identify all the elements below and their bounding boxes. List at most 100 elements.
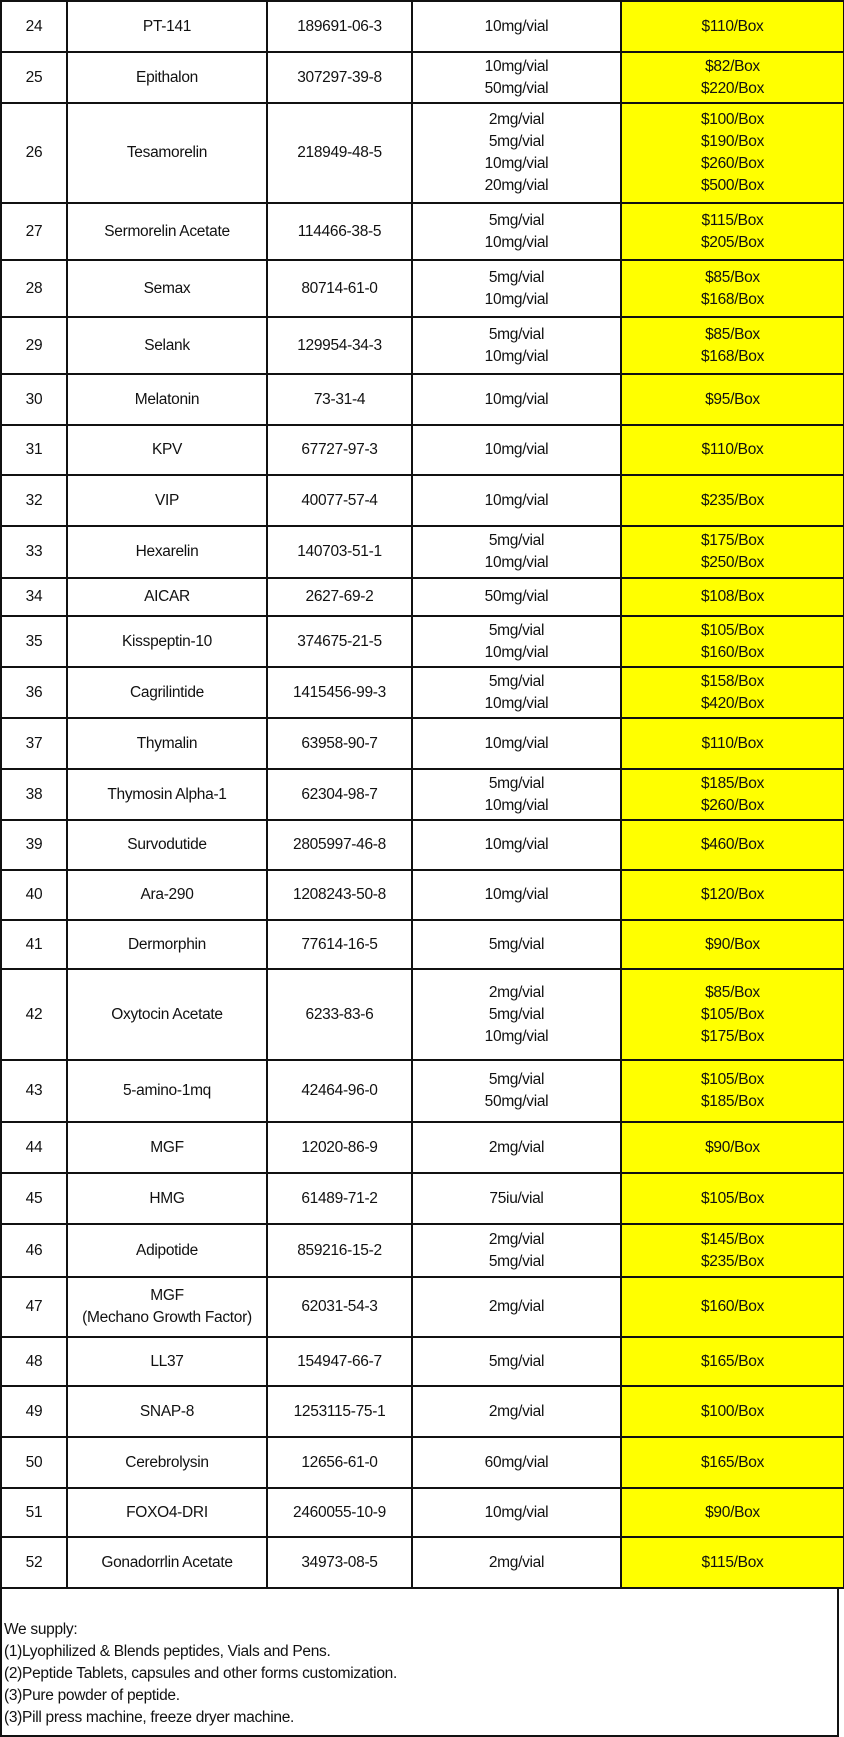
price: $175/Box	[700, 532, 765, 549]
row-number-cell: 48	[0, 1336, 68, 1387]
product-name: Ara-290	[140, 886, 194, 903]
table-row: 36 Cagrilintide 1415456-99-3 5mg/vial 10mg/v…	[0, 666, 844, 719]
product-name-cell: FOXO4-DRI	[66, 1487, 268, 1538]
specification-cell: 5mg/vial 10mg/vial	[411, 615, 622, 668]
product-name: FOXO4-DRI	[126, 1503, 208, 1521]
product-name: Survodutide	[127, 836, 207, 853]
price: $205/Box	[700, 233, 765, 251]
specification: 50mg/vial	[484, 588, 549, 605]
table-row: 26 Tesamorelin 218949-48-5 2mg/vial 5mg/vial…	[0, 102, 844, 204]
specification: 5mg/vial	[488, 1005, 545, 1023]
price: $100/Box	[700, 1402, 765, 1420]
row-number-cell: 33	[0, 525, 68, 579]
product-name: Tesamorelin	[126, 144, 208, 161]
row-number-cell: 29	[0, 316, 68, 375]
specification: 10mg/vial	[484, 491, 549, 509]
product-name-cell: Epithalon	[66, 51, 268, 104]
specification-cell: 10mg/vial	[411, 819, 622, 871]
product-name-cell: Dermorphin	[66, 919, 268, 970]
specification-cell: 5mg/vial 10mg/vial	[411, 666, 622, 719]
specification-cell: 10mg/vial	[411, 717, 622, 770]
product-name: MGF	[150, 1138, 184, 1156]
product-name: SNAP-8	[139, 1402, 195, 1420]
cas-number-cell: 1253115-75-1	[266, 1385, 413, 1438]
price: $168/Box	[700, 290, 765, 308]
price: $260/Box	[700, 796, 765, 814]
product-name: VIP	[154, 491, 180, 509]
specification-cell: 2mg/vial 5mg/vial 10mg/vial 20mg/vial	[411, 102, 622, 204]
cas-number-cell: 129954-34-3	[266, 316, 413, 375]
price: $85/Box	[705, 268, 760, 286]
row-number-cell: 37	[0, 717, 68, 770]
price: $165/Box	[700, 1453, 765, 1471]
row-number-cell: 34	[0, 577, 68, 617]
price-cell: $165/Box	[620, 1336, 844, 1387]
table-row: 46 Adipotide 859216-15-2 2mg/vial 5mg/vial $1…	[0, 1223, 844, 1278]
cas-number-cell: 1208243-50-8	[266, 869, 413, 921]
product-name-cell: Gonadorrlin Acetate	[66, 1536, 268, 1589]
price-cell: $460/Box	[620, 819, 844, 871]
cas-number-cell: 114466-38-5	[266, 202, 413, 261]
notes-heading: We supply:	[4, 1621, 78, 1638]
cas-number-cell: 374675-21-5	[266, 615, 413, 668]
specification: 2mg/vial	[488, 111, 545, 128]
cas-number-cell: 42464-96-0	[266, 1059, 413, 1123]
price-cell: $108/Box	[620, 577, 844, 617]
cas-number-cell: 2460055-10-9	[266, 1487, 413, 1538]
product-name-cell: Selank	[66, 316, 268, 375]
cas-number-cell: 63958-90-7	[266, 717, 413, 770]
price: $158/Box	[700, 672, 765, 690]
product-name: Oxytocin Acetate	[111, 1005, 223, 1023]
cas-number-cell: 218949-48-5	[266, 102, 413, 204]
specification: 5mg/vial	[488, 211, 545, 229]
row-number-cell: 35	[0, 615, 68, 668]
supply-notes: We supply: (1)Lyophilized & Blends pepti…	[0, 1589, 839, 1737]
price-cell: $90/Box	[620, 1121, 844, 1174]
specification: 10mg/vial	[484, 643, 549, 661]
product-name-cell: Semax	[66, 259, 268, 318]
specification: 5mg/vial	[488, 1071, 545, 1088]
specification: 10mg/vial	[484, 347, 549, 365]
product-name: Cerebrolysin	[125, 1453, 209, 1471]
specification: 5mg/vial	[488, 532, 545, 549]
price-cell: $160/Box	[620, 1276, 844, 1338]
product-name: Dermorphin	[128, 935, 206, 953]
product-name-cell: Kisspeptin-10	[66, 615, 268, 668]
specification: 20mg/vial	[484, 177, 549, 194]
price: $160/Box	[700, 643, 765, 661]
specification-cell: 5mg/vial 10mg/vial	[411, 259, 622, 318]
specification: 10mg/vial	[484, 796, 549, 814]
price: $105/Box	[700, 1189, 765, 1207]
product-name-cell: Sermorelin Acetate	[66, 202, 268, 261]
price-cell: $95/Box	[620, 373, 844, 426]
product-name: Thymosin Alpha-1	[107, 785, 227, 803]
specification-cell: 2mg/vial 5mg/vial 10mg/vial	[411, 968, 622, 1061]
product-name: 5-amino-1mq	[122, 1082, 211, 1099]
cas-number-cell: 12020-86-9	[266, 1121, 413, 1174]
specification: 5mg/vial	[488, 1352, 545, 1370]
cas-number-cell: 62304-98-7	[266, 768, 413, 821]
specification: 5mg/vial	[488, 621, 545, 639]
table-row: 34 AICAR 2627-69-2 50mg/vial $108/Box	[0, 577, 844, 617]
product-name-cell: KPV	[66, 424, 268, 476]
specification: 10mg/vial	[484, 836, 549, 853]
product-name-cell: Oxytocin Acetate	[66, 968, 268, 1061]
table-row: 28 Semax 80714-61-0 5mg/vial 10mg/vial $85/Bo…	[0, 259, 844, 318]
specification-cell: 2mg/vial 5mg/vial	[411, 1223, 622, 1278]
specification-cell: 5mg/vial	[411, 1336, 622, 1387]
price: $185/Box	[700, 774, 765, 792]
price-cell: $110/Box	[620, 424, 844, 476]
specification: 5mg/vial	[488, 935, 545, 953]
specification: 10mg/vial	[484, 57, 549, 75]
price: $90/Box	[705, 1503, 760, 1521]
specification-cell: 5mg/vial 10mg/vial	[411, 316, 622, 375]
specification-cell: 10mg/vial	[411, 1487, 622, 1538]
price: $90/Box	[705, 935, 760, 953]
price-cell: $145/Box $235/Box	[620, 1223, 844, 1278]
price-cell: $115/Box	[620, 1536, 844, 1589]
price-cell: $110/Box	[620, 0, 844, 53]
table-row: 42 Oxytocin Acetate 6233-83-6 2mg/vial 5mg/v…	[0, 968, 844, 1061]
specification: 2mg/vial	[488, 1298, 545, 1315]
price: $108/Box	[700, 588, 765, 605]
product-name-cell: Melatonin	[66, 373, 268, 426]
